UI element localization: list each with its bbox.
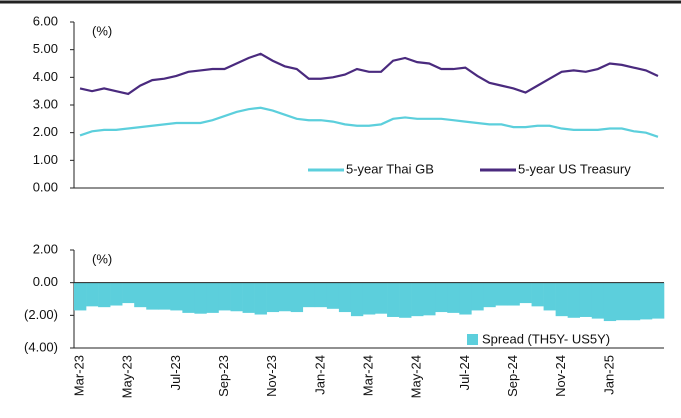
- bar: [194, 282, 207, 314]
- bar: [278, 282, 292, 312]
- bar: [182, 282, 195, 313]
- y-tick-label: 0.00: [33, 179, 58, 194]
- x-tick-label: Nov-23: [264, 355, 279, 397]
- bar: [242, 282, 255, 313]
- x-tick-label: Mar-23: [71, 355, 86, 396]
- y-tick-label: 1.00: [33, 152, 58, 167]
- bar: [86, 282, 99, 307]
- bar: [254, 282, 267, 315]
- x-tick-label: Nov-24: [553, 355, 568, 397]
- bar: [134, 282, 147, 308]
- y-tick-label: 5.00: [33, 41, 58, 56]
- bar: [471, 282, 484, 311]
- y-tick-label: 2.00: [33, 241, 58, 256]
- bar: [519, 282, 532, 304]
- y-tick-label: 3.00: [33, 96, 58, 111]
- line-series: [79, 106, 659, 138]
- x-tick-label: Jul-23: [168, 355, 183, 390]
- bar: [603, 282, 617, 322]
- bar: [362, 282, 376, 315]
- bar: [170, 282, 183, 311]
- bar: [591, 282, 605, 319]
- bar: [218, 282, 231, 311]
- bar: [314, 282, 328, 308]
- y-tick-label: 6.00: [33, 13, 58, 28]
- bar: [375, 282, 388, 314]
- bar: [158, 282, 171, 310]
- bar: [338, 282, 352, 313]
- bar: [435, 282, 448, 313]
- bar: [122, 282, 135, 304]
- x-tick-label: Jan-25: [601, 355, 616, 395]
- y-unit-label: (%): [92, 23, 112, 38]
- legend-label: 5-year Thai GB: [346, 161, 434, 176]
- bar: [423, 282, 436, 316]
- x-tick-label: Sep-24: [505, 355, 520, 397]
- bar: [567, 282, 581, 318]
- legend-label: Spread (TH5Y- US5Y): [482, 331, 610, 346]
- bar: [531, 282, 544, 307]
- bar: [459, 282, 472, 315]
- bar: [651, 282, 665, 319]
- bar: [302, 282, 316, 308]
- bar: [326, 282, 340, 309]
- bar: [543, 282, 556, 311]
- bar: [615, 282, 629, 321]
- line-series: [79, 52, 659, 96]
- bar: [555, 282, 568, 317]
- bar: [74, 282, 87, 311]
- y-tick-label: (2.00): [24, 307, 58, 322]
- bar: [387, 282, 400, 317]
- y-tick-label: 4.00: [33, 69, 58, 84]
- x-tick-label: Jul-24: [457, 355, 472, 390]
- bar: [399, 282, 412, 318]
- bar: [230, 282, 243, 312]
- bar: [495, 282, 508, 306]
- y-tick-label: 2.00: [33, 124, 58, 139]
- bar: [411, 282, 424, 317]
- y-tick-label: 0.00: [33, 274, 58, 289]
- bar: [447, 282, 460, 313]
- x-tick-label: Jan-24: [312, 355, 327, 395]
- bar: [110, 282, 123, 306]
- bar: [146, 282, 159, 310]
- legend-label: 5-year US Treasury: [518, 161, 631, 176]
- bar: [98, 282, 111, 308]
- bar: [639, 282, 653, 320]
- y-tick-label: (4.00): [24, 339, 58, 354]
- bar: [507, 282, 520, 306]
- bar: [579, 282, 593, 317]
- bar: [483, 282, 496, 308]
- x-tick-label: May-23: [120, 355, 135, 398]
- bar: [350, 282, 364, 317]
- x-tick-label: Mar-24: [360, 355, 375, 396]
- x-tick-label: May-24: [409, 355, 424, 398]
- bar: [266, 282, 279, 313]
- bar: [290, 282, 304, 313]
- bar: [627, 282, 641, 321]
- y-unit-label: (%): [92, 251, 112, 266]
- x-tick-label: Sep-23: [216, 355, 231, 397]
- legend-swatch: [467, 334, 478, 345]
- bar: [206, 282, 219, 313]
